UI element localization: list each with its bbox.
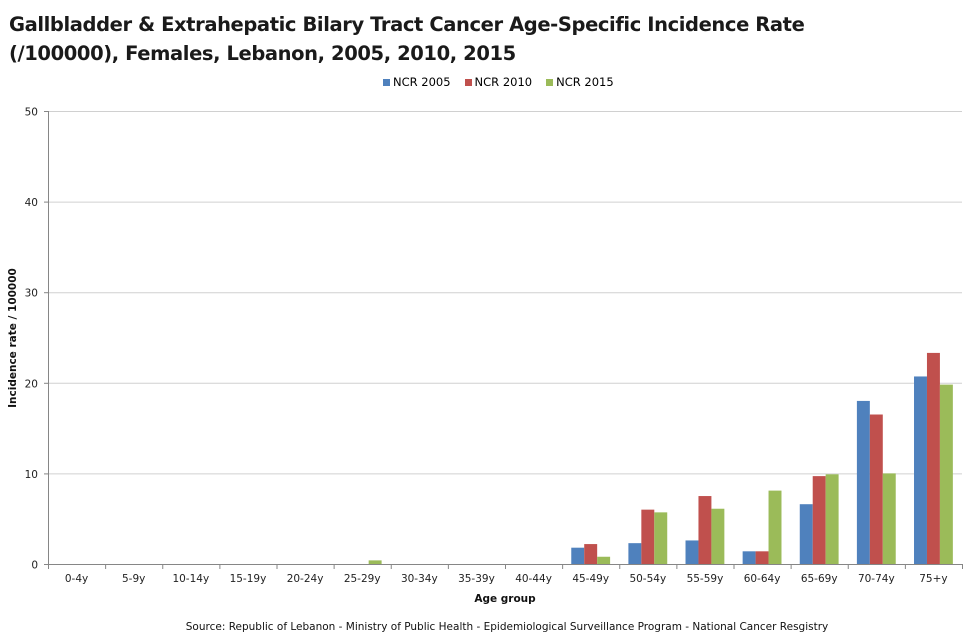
x-tick-label: 40-44y bbox=[515, 573, 552, 585]
x-axis-title: Age group bbox=[474, 593, 536, 605]
y-tick-label: 50 bbox=[25, 107, 38, 119]
legend-item-ncr-2005: NCR 2005 bbox=[383, 75, 451, 89]
bar bbox=[628, 543, 642, 564]
legend-swatch-ncr-2005 bbox=[383, 78, 390, 86]
x-tick-label: 30-34y bbox=[401, 573, 438, 585]
bar bbox=[685, 540, 699, 564]
x-tick-label: 60-64y bbox=[744, 573, 781, 585]
y-tick-label: 10 bbox=[25, 469, 38, 481]
y-tick-label: 20 bbox=[25, 378, 38, 390]
x-tick-label: 70-74y bbox=[858, 573, 895, 585]
x-tick-label: 10-14y bbox=[172, 573, 209, 585]
bar bbox=[869, 414, 883, 564]
bar bbox=[856, 400, 870, 564]
legend-swatch-ncr-2015 bbox=[546, 78, 554, 86]
bar bbox=[926, 352, 940, 564]
y-tick-label: 40 bbox=[25, 197, 38, 209]
gridlines bbox=[48, 111, 962, 475]
x-tick-label: 35-39y bbox=[458, 573, 495, 585]
x-tick-label: 45-49y bbox=[572, 573, 609, 585]
legend: NCR 2005 NCR 2010 NCR 2015 bbox=[383, 75, 614, 89]
bar bbox=[368, 560, 382, 564]
bar bbox=[768, 490, 782, 564]
bar bbox=[825, 474, 839, 564]
legend-label-ncr-2015: NCR 2015 bbox=[556, 75, 614, 89]
bar bbox=[812, 476, 826, 564]
bars bbox=[368, 352, 953, 564]
bar bbox=[698, 496, 712, 564]
chart-title-line-1: Gallbladder & Extrahepatic Bilary Tract … bbox=[9, 13, 805, 36]
source-note: Source: Republic of Lebanon - Ministry o… bbox=[185, 621, 829, 633]
x-tick-label: 5-9y bbox=[122, 573, 145, 585]
bar bbox=[654, 512, 668, 564]
legend-item-ncr-2015: NCR 2015 bbox=[546, 75, 614, 89]
bar bbox=[641, 509, 655, 564]
chart-title-line-2: (/100000), Females, Lebanon, 2005, 2010,… bbox=[9, 42, 516, 65]
x-tick-label: 65-69y bbox=[801, 573, 838, 585]
bar bbox=[742, 551, 756, 564]
y-tick-label: 0 bbox=[31, 560, 38, 572]
bar bbox=[711, 508, 725, 564]
y-axis-title: Incidence rate / 100000 bbox=[7, 268, 19, 408]
x-tick-label: 20-24y bbox=[287, 573, 324, 585]
legend-label-ncr-2005: NCR 2005 bbox=[393, 75, 451, 89]
bar bbox=[799, 504, 813, 564]
legend-swatch-ncr-2010 bbox=[464, 78, 472, 86]
bar bbox=[755, 551, 769, 564]
axes bbox=[44, 111, 963, 569]
bar bbox=[597, 556, 611, 564]
legend-label-ncr-2010: NCR 2010 bbox=[474, 75, 533, 89]
bar bbox=[914, 376, 927, 564]
x-tick-label: 25-29y bbox=[344, 573, 381, 585]
x-tick-label: 55-59y bbox=[687, 573, 724, 585]
bar bbox=[584, 544, 598, 564]
x-tick-label: 75+y bbox=[919, 573, 947, 585]
x-tick-label: 0-4y bbox=[65, 573, 88, 585]
legend-item-ncr-2010: NCR 2010 bbox=[464, 75, 533, 89]
y-tick-label: 30 bbox=[25, 288, 38, 300]
bar bbox=[882, 473, 896, 564]
chart-title: Gallbladder & Extrahepatic Bilary Tract … bbox=[9, 10, 909, 68]
tick-labels: 0 10 20 30 40 50 0-4y 5-9y 10-14y 15-19y 20-24y 25-… bbox=[25, 107, 948, 586]
bar bbox=[571, 547, 585, 564]
bar bbox=[939, 384, 953, 564]
x-tick-label: 15-19y bbox=[230, 573, 267, 585]
x-tick-label: 50-54y bbox=[629, 573, 666, 585]
